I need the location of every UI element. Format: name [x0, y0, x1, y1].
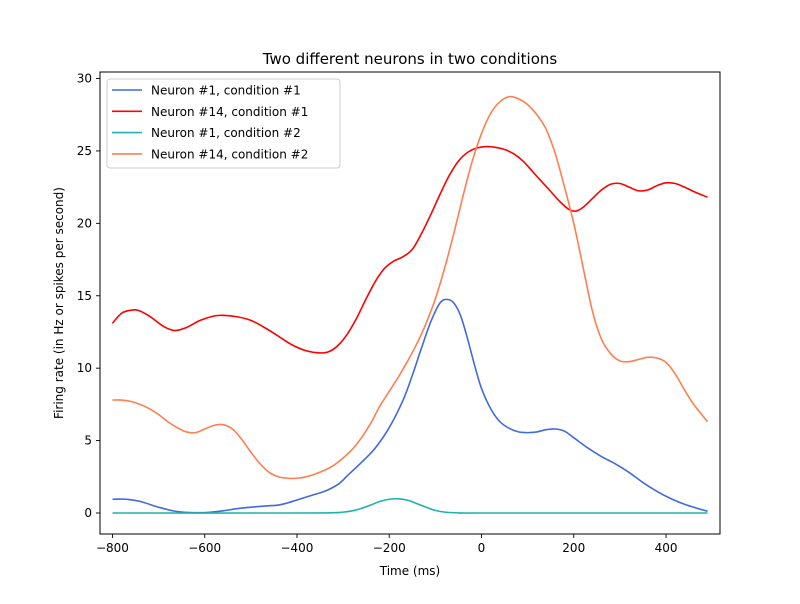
legend-box	[106, 78, 341, 169]
y-axis-label: Firing rate (in Hz or spikes per second)	[52, 187, 66, 419]
x-tick-label: −200	[373, 541, 406, 555]
y-axis-ticks: 0 5 10 15 20 25 30	[77, 72, 100, 520]
series-line-1	[112, 298, 708, 514]
x-axis-label: Time (ms)	[379, 564, 441, 578]
y-tick-label: 30	[77, 72, 92, 86]
x-tick-label: −600	[188, 541, 221, 555]
legend-label: Neuron #1, condition #2	[151, 126, 301, 140]
x-tick-label: 400	[655, 541, 678, 555]
plot-lines	[111, 95, 709, 514]
y-tick-label: 15	[77, 289, 92, 303]
x-tick-label: −800	[96, 541, 129, 555]
legend-label: Neuron #1, condition #1	[151, 84, 301, 98]
x-tick-label: 0	[478, 541, 486, 555]
y-tick-label: 10	[77, 361, 92, 375]
y-tick-label: 20	[77, 216, 92, 230]
x-tick-label: 200	[562, 541, 585, 555]
series-line-3	[112, 497, 708, 514]
x-tick-label: −400	[280, 541, 313, 555]
legend: Neuron #1, condition #1 Neuron #14, condi…	[106, 78, 341, 169]
y-tick-label: 25	[77, 144, 92, 158]
chart-title: Two different neurons in two conditions	[262, 50, 558, 68]
legend-label: Neuron #14, condition #1	[151, 105, 308, 119]
series-line-4	[112, 95, 709, 480]
axes-frame	[99, 71, 721, 535]
y-tick-label: 5	[84, 434, 92, 448]
y-tick-label: 0	[84, 506, 92, 520]
series-line-2	[111, 145, 708, 354]
x-axis-ticks: −800 −600 −400 −200 0 200 400	[96, 534, 678, 555]
legend-label: Neuron #14, condition #2	[151, 147, 308, 161]
